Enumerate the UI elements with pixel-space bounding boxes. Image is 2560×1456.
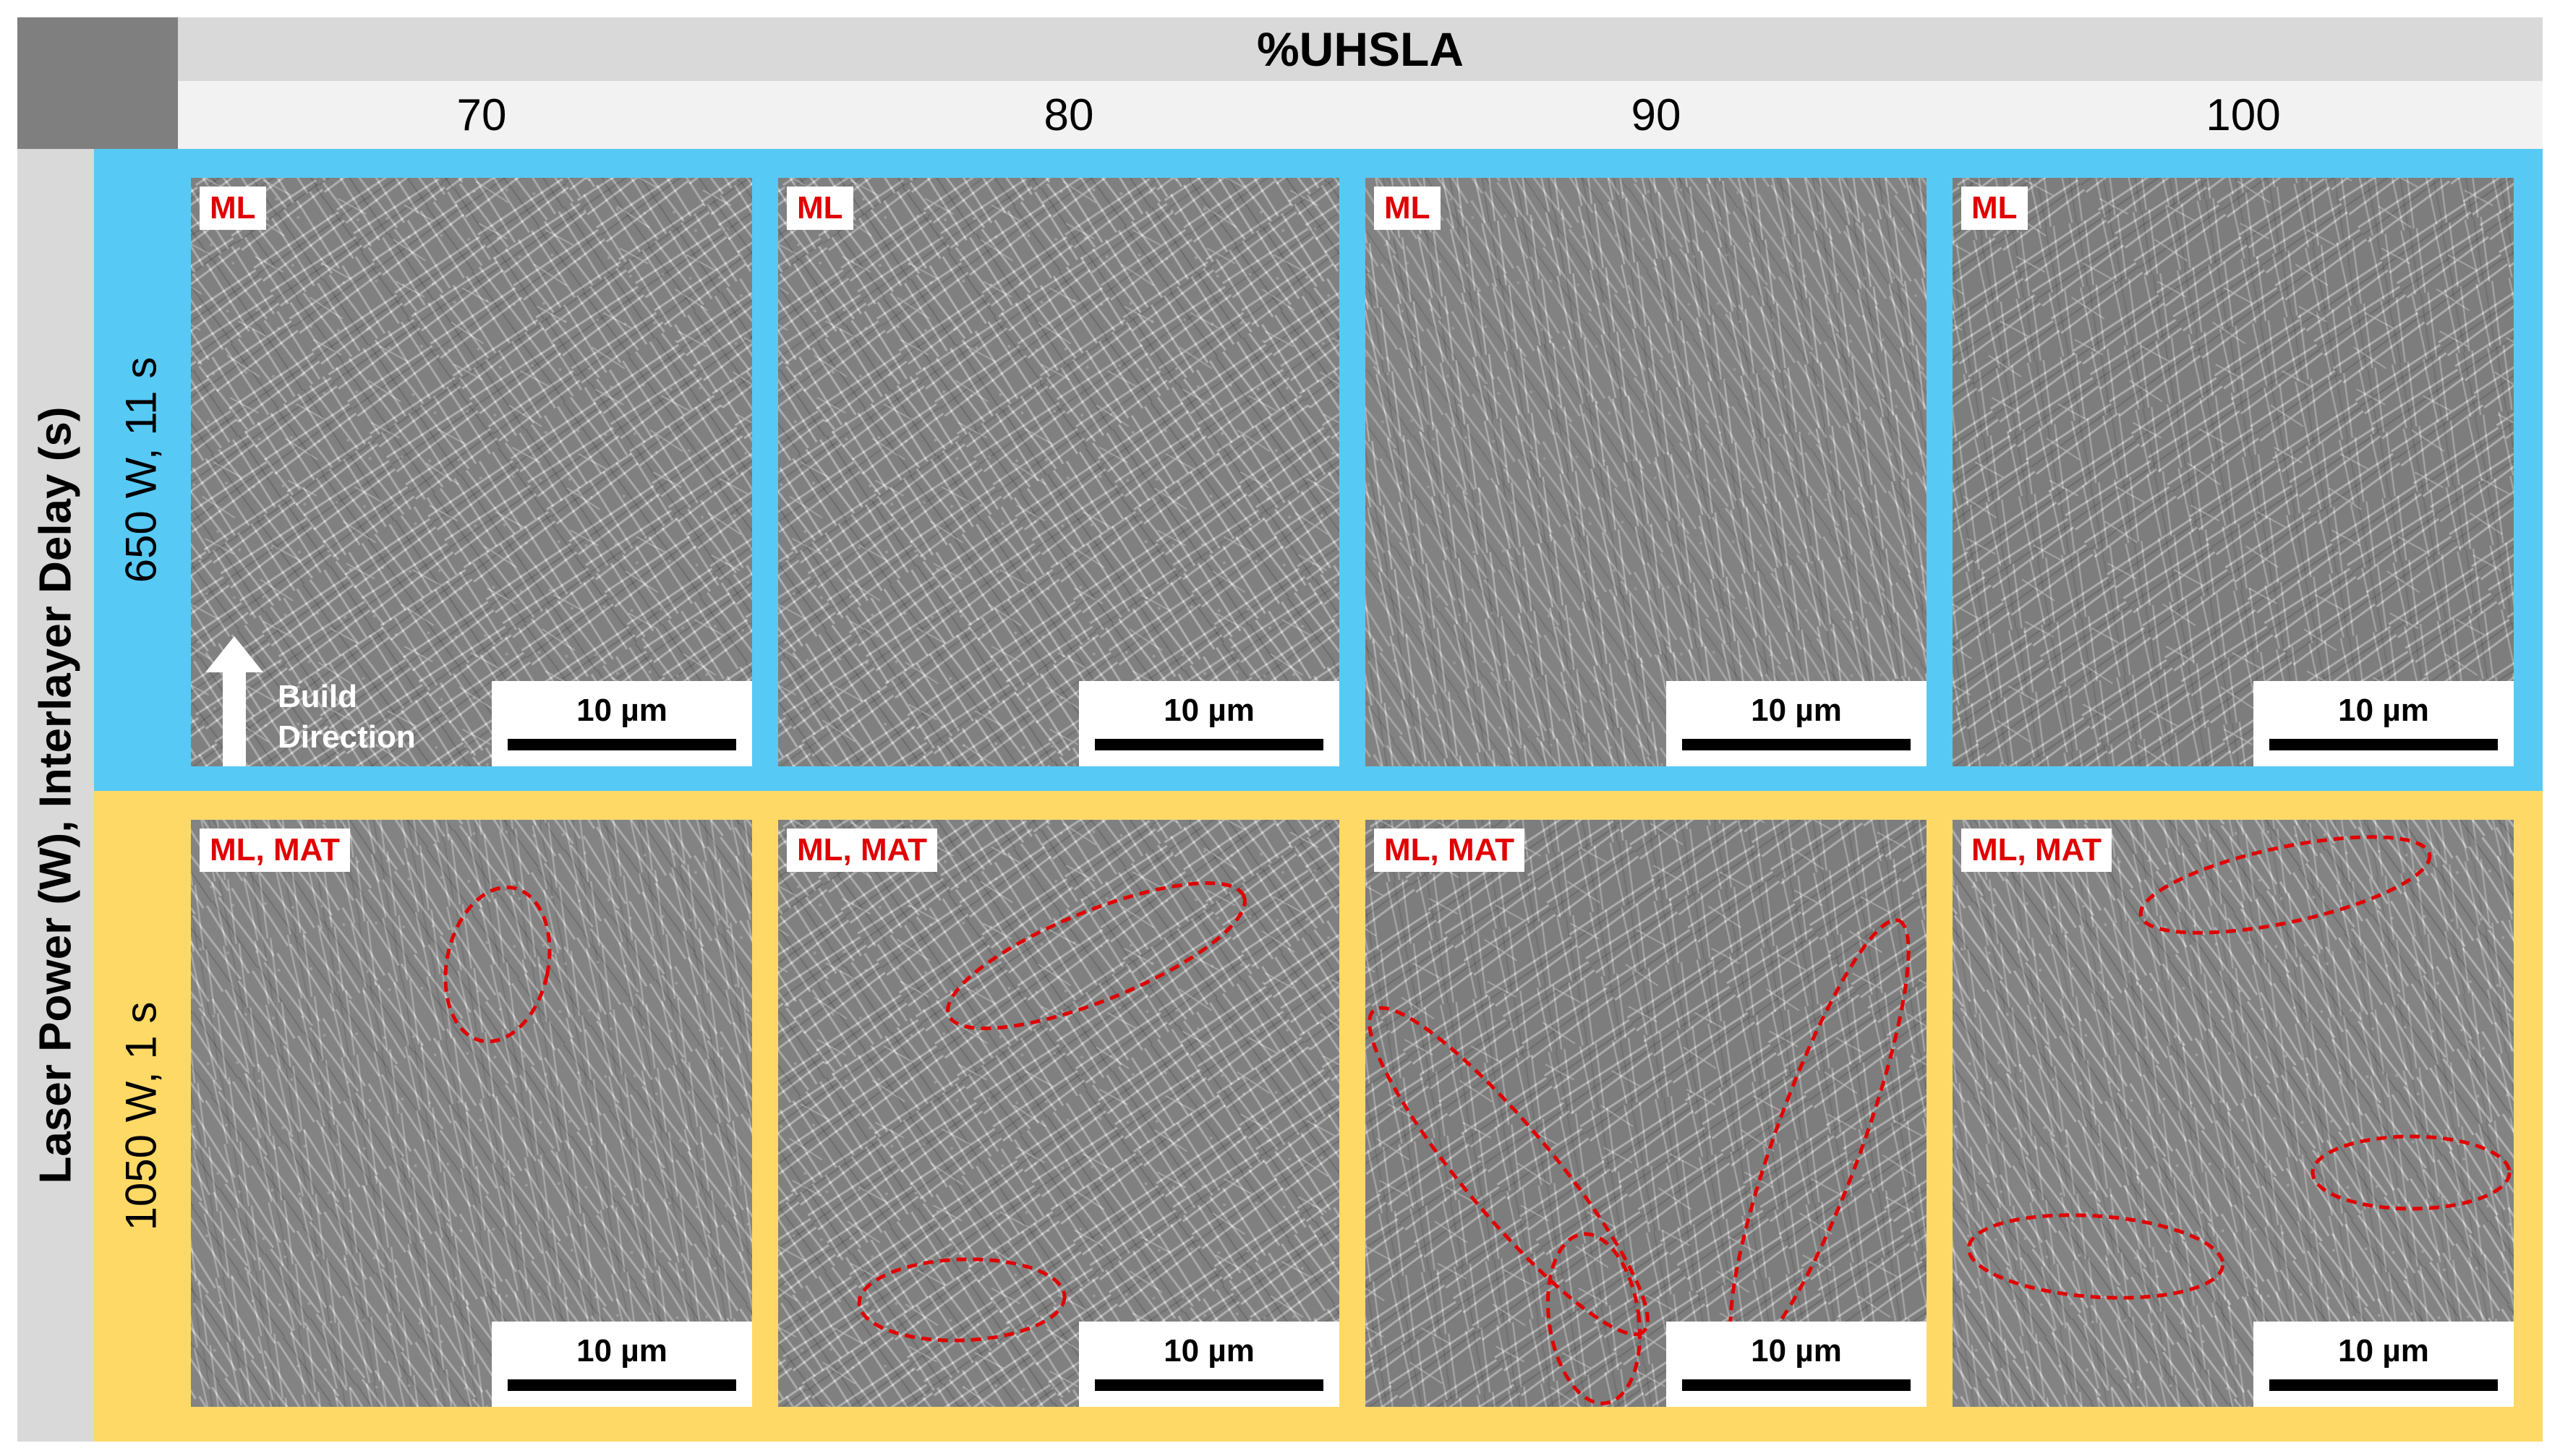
scale-bar: 10 µm — [1666, 1322, 1927, 1407]
mat-region-ellipse — [1545, 1232, 1642, 1405]
uhsla-title: %UHSLA — [1256, 22, 1464, 76]
column-headers: 70 80 90 100 — [178, 81, 2543, 149]
scale-bar: 10 µm — [1666, 681, 1927, 766]
mat-region-ellipse — [1368, 1006, 1650, 1337]
phase-tag: ML, MAT — [1961, 828, 2112, 872]
scale-bar: 10 µm — [2253, 1322, 2514, 1407]
mat-region-annotations — [857, 881, 1247, 1342]
sem-texture — [191, 820, 752, 1407]
phase-tag: ML — [200, 187, 266, 230]
mat-region-annotations — [1368, 918, 1911, 1405]
row-label-text-650w: 650 W, 11 s — [116, 356, 166, 583]
build-direction-label: Build Direction — [278, 679, 416, 755]
mat-region-ellipse — [2138, 835, 2432, 935]
phase-tag: ML — [787, 187, 853, 230]
micrograph-r1-c3: ML 10 µm — [1365, 178, 1927, 766]
micrograph-r1-c4: ML 10 µm — [1953, 178, 2514, 766]
phase-tag: ML — [1961, 187, 2028, 230]
sem-texture — [1365, 820, 1927, 1407]
sem-texture — [1365, 178, 1927, 766]
row-label-650w: 650 W, 11 s — [94, 149, 188, 791]
row-axis-header: Laser Power (W), Interlayer Delay (s) — [17, 149, 94, 1442]
row-band-650w: 650 W, 11 s ML Build Direction 10 µm ML 1… — [94, 149, 2543, 791]
mat-region-ellipse — [1728, 918, 1911, 1358]
micrograph-r2-c3: ML, MAT 10 µm — [1365, 820, 1927, 1407]
mat-region-ellipse — [1966, 1213, 2225, 1300]
scale-bar: 10 µm — [1079, 1322, 1339, 1407]
scale-bar: 10 µm — [2253, 681, 2514, 766]
scale-bar: 10 µm — [492, 681, 752, 766]
mat-region-ellipse — [946, 881, 1247, 1030]
up-arrow-icon — [205, 636, 263, 766]
mat-region-ellipse — [2311, 1134, 2512, 1211]
scale-bar: 10 µm — [492, 1322, 752, 1407]
sem-texture — [1953, 178, 2514, 766]
phase-tag: ML, MAT — [787, 828, 938, 872]
mat-region-annotations — [443, 885, 552, 1044]
sem-texture — [778, 820, 1339, 1407]
row-label-1050w: 1050 W, 1 s — [94, 791, 188, 1442]
micrograph-r2-c1: ML, MAT 10 µm — [191, 820, 752, 1407]
mat-region-annotations — [1966, 835, 2512, 1300]
mat-region-ellipse — [443, 885, 552, 1044]
row-label-text-1050w: 1050 W, 1 s — [116, 1001, 166, 1231]
build-direction-indicator: Build Direction — [205, 636, 451, 766]
column-header-90: 90 — [1631, 90, 1681, 140]
row-band-1050w: 1050 W, 1 s ML, MAT 10 µm ML, MAT 10 µm — [94, 791, 2543, 1442]
scale-bar: 10 µm — [1079, 681, 1339, 766]
phase-tag: ML, MAT — [1374, 828, 1525, 872]
corner-block — [17, 17, 178, 149]
micrograph-r2-c4: ML, MAT 10 µm — [1953, 820, 2514, 1407]
micrograph-r1-c1: ML Build Direction 10 µm — [191, 178, 752, 766]
column-group-header: %UHSLA — [178, 17, 2543, 81]
micrograph-r2-c2: ML, MAT 10 µm — [778, 820, 1339, 1407]
column-header-100: 100 — [2206, 90, 2281, 140]
sem-texture — [1953, 820, 2514, 1407]
mat-region-ellipse — [857, 1257, 1067, 1342]
phase-tag: ML — [1374, 187, 1441, 230]
sem-texture — [191, 178, 752, 766]
sem-texture — [778, 178, 1339, 766]
micrograph-r1-c2: ML 10 µm — [778, 178, 1339, 766]
row-axis-title: Laser Power (W), Interlayer Delay (s) — [30, 406, 81, 1184]
column-header-80: 80 — [1044, 90, 1094, 140]
phase-tag: ML, MAT — [200, 828, 351, 872]
column-header-70: 70 — [456, 90, 507, 140]
